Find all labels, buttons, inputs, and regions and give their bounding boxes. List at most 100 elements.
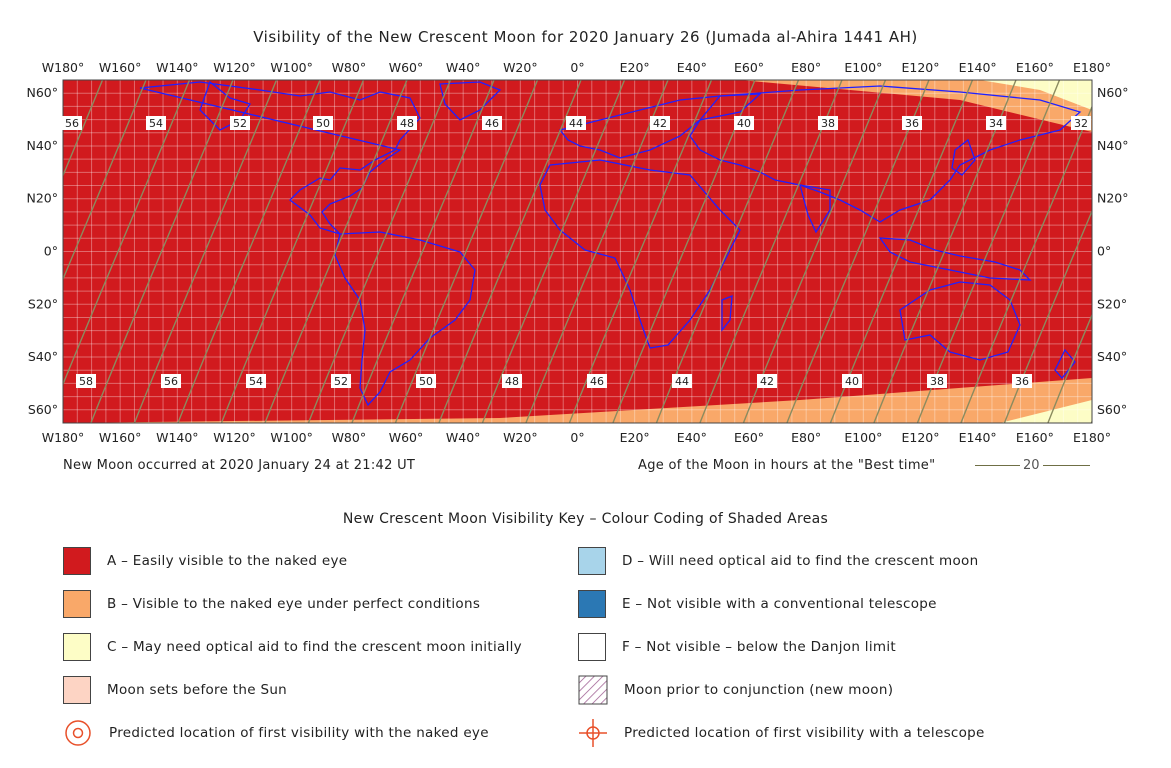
age-label-box <box>927 374 947 388</box>
age-label-south: 58 <box>79 375 93 388</box>
age-label-box <box>734 116 754 130</box>
color-swatch <box>63 547 91 575</box>
longitude-label-top: E180° <box>1073 60 1111 75</box>
key-item-label: D – Will need optical aid to find the cr… <box>622 553 979 569</box>
longitude-label-top: E100° <box>844 60 882 75</box>
age-label-north: 40 <box>737 117 751 130</box>
latitude-label-left: N40° <box>26 138 58 153</box>
key-item: Predicted location of first visibility w… <box>63 718 489 748</box>
key-item: A – Easily visible to the naked eye <box>63 546 347 576</box>
age-label-north: 50 <box>316 117 330 130</box>
key-item-label: A – Easily visible to the naked eye <box>107 553 348 569</box>
age-curve <box>133 80 278 423</box>
crosshair-icon <box>579 719 607 747</box>
age-label-box <box>482 116 502 130</box>
age-label-box <box>76 374 96 388</box>
key-item-label: Moon sets before the Sun <box>107 682 288 698</box>
age-curve <box>63 80 191 386</box>
key-item-label: Predicted location of first visibility w… <box>624 725 985 741</box>
latitude-label-right: N40° <box>1097 138 1129 153</box>
latitude-label-right: N60° <box>1097 85 1129 100</box>
longitude-label-bottom: 0° <box>570 430 584 445</box>
longitude-label-bottom: W180° <box>42 430 84 445</box>
latitude-labels-right: N60° N40° N20° 0° S20° S40° S60° <box>1097 85 1129 417</box>
age-label-south: 50 <box>419 375 433 388</box>
age-curve <box>873 80 1017 423</box>
age-label-north: 54 <box>149 117 163 130</box>
key-item-label: E – Not visible with a conventional tele… <box>622 596 937 612</box>
key-item: B – Visible to the naked eye under perfe… <box>63 589 480 619</box>
age-label-south: 54 <box>249 375 263 388</box>
age-label-box <box>757 374 777 388</box>
age-label-south: 42 <box>760 375 774 388</box>
latitude-label-left: 0° <box>44 244 58 259</box>
age-curve <box>177 80 321 423</box>
age-label-box <box>62 116 82 130</box>
latitude-label-left: N20° <box>26 191 58 206</box>
map-border <box>62 79 1093 424</box>
longitude-label-bottom: E60° <box>734 430 764 445</box>
age-label-north: 34 <box>989 117 1003 130</box>
longitude-label-top: 0° <box>570 60 584 75</box>
age-sample-value: 20 <box>1020 458 1043 473</box>
age-curve <box>394 80 539 423</box>
longitude-label-bottom: W120° <box>213 430 255 445</box>
longitude-label-top: W80° <box>332 60 367 75</box>
longitude-label-top: E20° <box>620 60 650 75</box>
age-curve <box>351 80 495 423</box>
zone-c-south <box>1000 400 1092 423</box>
longitude-label-bottom: W160° <box>99 430 141 445</box>
latitude-label-right: N20° <box>1097 191 1129 206</box>
age-label-south: 36 <box>1015 375 1029 388</box>
latitude-label-right: S60° <box>1097 402 1127 417</box>
age-curve <box>481 80 626 423</box>
age-label-south: 46 <box>590 375 604 388</box>
age-label-box <box>331 374 351 388</box>
longitude-label-top: E120° <box>901 60 939 75</box>
longitude-label-bottom: W80° <box>332 430 367 445</box>
age-curve <box>438 80 582 423</box>
age-curve <box>264 80 408 423</box>
age-label-box <box>502 374 522 388</box>
latitude-label-left: S20° <box>28 296 58 311</box>
longitude-label-bottom: W100° <box>270 430 312 445</box>
longitude-label-top: E40° <box>677 60 707 75</box>
age-label-box <box>313 116 333 130</box>
age-label-south: 38 <box>930 375 944 388</box>
age-label-north: 56 <box>65 117 79 130</box>
longitude-label-bottom: W20° <box>503 430 538 445</box>
color-swatch <box>63 590 91 618</box>
age-curve <box>742 80 887 423</box>
age-label-box <box>1012 374 1032 388</box>
age-label-box <box>902 116 922 130</box>
longitude-label-top: W40° <box>446 60 481 75</box>
age-curve <box>655 80 800 423</box>
circle-dot-icon <box>65 720 91 746</box>
age-curve <box>1047 312 1092 423</box>
zone-c-north <box>980 80 1092 110</box>
age-label-box <box>986 116 1006 130</box>
longitude-label-bottom: E80° <box>791 430 821 445</box>
age-label-south: 40 <box>845 375 859 388</box>
age-label-south: 52 <box>334 375 348 388</box>
longitude-label-top: E80° <box>791 60 821 75</box>
age-curve <box>916 80 1061 423</box>
latitude-label-right: S40° <box>1097 349 1127 364</box>
longitude-label-top: E160° <box>1016 60 1054 75</box>
longitude-label-bottom: E20° <box>620 430 650 445</box>
age-curve <box>1131 70 1171 433</box>
age-curve <box>90 80 234 423</box>
zone-a-area <box>63 80 1092 423</box>
key-item: Moon sets before the Sun <box>63 675 287 705</box>
key-item: Predicted location of first visibility w… <box>578 718 985 748</box>
longitude-label-top: E60° <box>734 60 764 75</box>
color-swatch <box>578 547 606 575</box>
longitude-label-bottom: E180° <box>1073 430 1111 445</box>
longitude-label-top: W60° <box>389 60 424 75</box>
age-curve <box>220 80 365 423</box>
latitude-label-left: N60° <box>26 85 58 100</box>
longitude-label-bottom: W60° <box>389 430 424 445</box>
age-curves <box>63 70 1171 433</box>
longitude-label-bottom: E120° <box>901 430 939 445</box>
